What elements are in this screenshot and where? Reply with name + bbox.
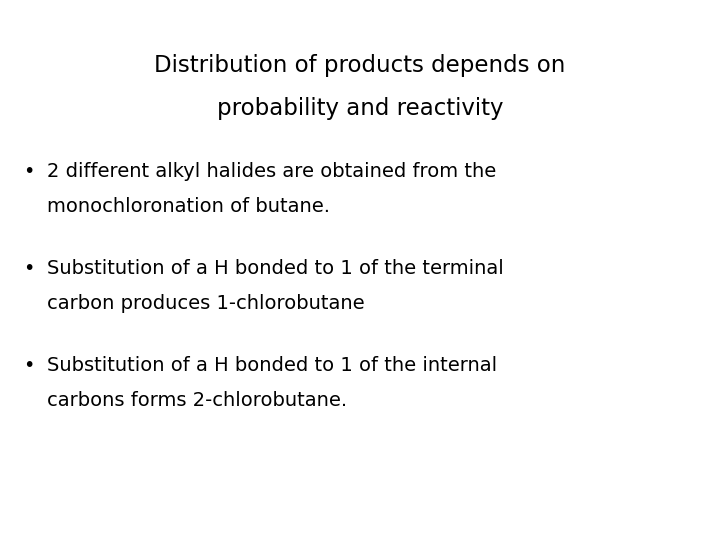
Text: 2 different alkyl halides are obtained from the: 2 different alkyl halides are obtained f… [47, 162, 496, 181]
Text: monochloronation of butane.: monochloronation of butane. [47, 197, 330, 216]
Text: •: • [23, 259, 35, 278]
Text: Substitution of a H bonded to 1 of the internal: Substitution of a H bonded to 1 of the i… [47, 356, 497, 375]
Text: probability and reactivity: probability and reactivity [217, 97, 503, 120]
Text: •: • [23, 356, 35, 375]
Text: Distribution of products depends on: Distribution of products depends on [154, 54, 566, 77]
Text: carbon produces 1-chlorobutane: carbon produces 1-chlorobutane [47, 294, 364, 313]
Text: Substitution of a H bonded to 1 of the terminal: Substitution of a H bonded to 1 of the t… [47, 259, 503, 278]
Text: •: • [23, 162, 35, 181]
Text: carbons forms 2-chlorobutane.: carbons forms 2-chlorobutane. [47, 392, 347, 410]
